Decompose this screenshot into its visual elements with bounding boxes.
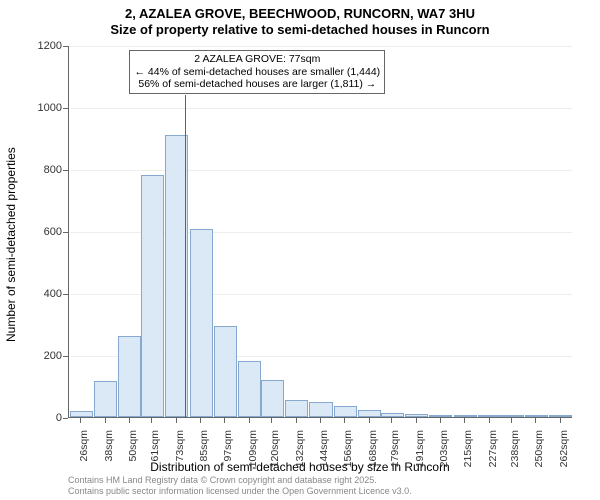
ytick-label: 200: [22, 350, 62, 362]
histogram-bar: [525, 415, 548, 417]
xtick-label: 50sqm: [127, 430, 139, 474]
histogram-bar: [405, 414, 428, 417]
xtick-mark: [200, 418, 201, 423]
histogram-bar: [214, 326, 237, 417]
xtick-mark: [440, 418, 441, 423]
ytick-label: 800: [22, 164, 62, 176]
xtick-label: 144sqm: [318, 430, 330, 474]
callout-line-3: 56% of semi-detached houses are larger (…: [134, 78, 380, 91]
ytick-label: 400: [22, 288, 62, 300]
ytick-label: 1000: [22, 102, 62, 114]
xtick-label: 132sqm: [294, 430, 306, 474]
xtick-mark: [535, 418, 536, 423]
reference-marker-line: [185, 95, 186, 417]
histogram-bar: [141, 175, 164, 417]
title-line-2: Size of property relative to semi-detach…: [0, 22, 600, 38]
xtick-label: 156sqm: [342, 430, 354, 474]
xtick-label: 227sqm: [487, 430, 499, 474]
xtick-mark: [129, 418, 130, 423]
xtick-mark: [344, 418, 345, 423]
xtick-label: 215sqm: [462, 430, 474, 474]
title-line-1: 2, AZALEA GROVE, BEECHWOOD, RUNCORN, WA7…: [0, 6, 600, 22]
callout-line-1: 2 AZALEA GROVE: 77sqm: [134, 53, 380, 66]
xtick-mark: [511, 418, 512, 423]
histogram-bar: [358, 410, 381, 417]
ytick-mark: [63, 170, 68, 171]
histogram-bar: [238, 361, 261, 417]
gridline: [69, 46, 572, 47]
ytick-mark: [63, 418, 68, 419]
footer-line-1: Contains HM Land Registry data © Crown c…: [68, 475, 412, 485]
footer-line-2: Contains public sector information licen…: [68, 486, 412, 496]
xtick-label: 250sqm: [533, 430, 545, 474]
xtick-label: 61sqm: [149, 430, 161, 474]
ytick-mark: [63, 356, 68, 357]
histogram-bar: [70, 411, 93, 417]
xtick-label: 109sqm: [247, 430, 259, 474]
xtick-mark: [176, 418, 177, 423]
xtick-mark: [416, 418, 417, 423]
xtick-label: 168sqm: [367, 430, 379, 474]
xtick-mark: [296, 418, 297, 423]
xtick-mark: [391, 418, 392, 423]
gridline: [69, 108, 572, 109]
xtick-mark: [560, 418, 561, 423]
ytick-mark: [63, 232, 68, 233]
xtick-label: 120sqm: [269, 430, 281, 474]
histogram-bar: [118, 336, 141, 417]
histogram-bar: [190, 229, 213, 417]
histogram-bar: [549, 415, 572, 417]
histogram-bar: [381, 413, 404, 417]
xtick-mark: [320, 418, 321, 423]
ytick-mark: [63, 46, 68, 47]
xtick-mark: [80, 418, 81, 423]
xtick-label: 179sqm: [389, 430, 401, 474]
xtick-mark: [224, 418, 225, 423]
histogram-bar: [501, 415, 524, 417]
histogram-bar: [478, 415, 501, 417]
xtick-label: 85sqm: [198, 430, 210, 474]
xtick-mark: [249, 418, 250, 423]
callout-box: 2 AZALEA GROVE: 77sqm← 44% of semi-detac…: [129, 50, 385, 94]
histogram-bar: [334, 406, 357, 417]
chart-title: 2, AZALEA GROVE, BEECHWOOD, RUNCORN, WA7…: [0, 6, 600, 39]
xtick-label: 97sqm: [222, 430, 234, 474]
gridline: [69, 170, 572, 171]
xtick-mark: [271, 418, 272, 423]
footer-credits: Contains HM Land Registry data © Crown c…: [68, 475, 412, 496]
y-axis-label: Number of semi-detached properties: [4, 147, 18, 342]
xtick-label: 262sqm: [558, 430, 570, 474]
xtick-label: 203sqm: [438, 430, 450, 474]
histogram-bar: [94, 381, 117, 417]
plot-area: 2 AZALEA GROVE: 77sqm← 44% of semi-detac…: [68, 46, 572, 418]
xtick-label: 38sqm: [103, 430, 115, 474]
ytick-label: 1200: [22, 40, 62, 52]
ytick-label: 600: [22, 226, 62, 238]
xtick-label: 191sqm: [414, 430, 426, 474]
histogram-bar: [454, 415, 477, 417]
histogram-bar: [285, 400, 308, 417]
xtick-mark: [464, 418, 465, 423]
xtick-mark: [489, 418, 490, 423]
ytick-label: 0: [22, 412, 62, 424]
xtick-label: 26sqm: [78, 430, 90, 474]
histogram-bar: [261, 380, 284, 417]
histogram-bar: [429, 415, 452, 417]
xtick-label: 238sqm: [509, 430, 521, 474]
xtick-mark: [369, 418, 370, 423]
histogram-bar: [309, 402, 332, 418]
ytick-mark: [63, 294, 68, 295]
xtick-mark: [105, 418, 106, 423]
xtick-mark: [151, 418, 152, 423]
callout-line-2: ← 44% of semi-detached houses are smalle…: [134, 66, 380, 79]
xtick-label: 73sqm: [174, 430, 186, 474]
ytick-mark: [63, 108, 68, 109]
